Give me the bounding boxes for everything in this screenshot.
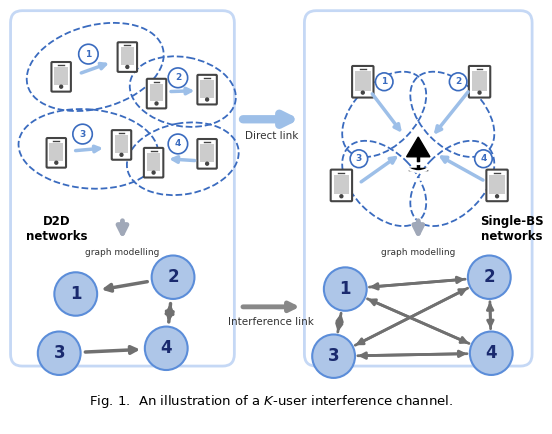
Text: D2D
networks: D2D networks — [25, 215, 87, 243]
Circle shape — [475, 150, 492, 168]
Circle shape — [60, 85, 62, 88]
FancyBboxPatch shape — [51, 62, 71, 92]
Bar — [200, 144, 214, 162]
Text: 3: 3 — [54, 344, 65, 362]
Text: 4: 4 — [485, 344, 497, 362]
Bar — [54, 67, 68, 85]
Bar — [472, 71, 487, 91]
Circle shape — [145, 326, 188, 370]
Text: 1: 1 — [70, 285, 82, 303]
Text: Fig. 1.  An illustration of a $K$-user interference channel.: Fig. 1. An illustration of a $K$-user in… — [89, 393, 453, 410]
Bar — [200, 80, 214, 98]
FancyBboxPatch shape — [144, 148, 163, 178]
FancyBboxPatch shape — [10, 11, 235, 366]
Bar — [115, 135, 128, 153]
Circle shape — [54, 272, 97, 316]
Bar — [147, 153, 161, 171]
Text: Direct link: Direct link — [245, 131, 298, 141]
Polygon shape — [407, 137, 430, 157]
Circle shape — [468, 256, 511, 299]
Circle shape — [375, 73, 393, 91]
Circle shape — [324, 267, 367, 311]
FancyBboxPatch shape — [352, 66, 374, 98]
Circle shape — [55, 161, 58, 164]
FancyBboxPatch shape — [46, 138, 66, 168]
Bar — [120, 47, 134, 65]
Circle shape — [340, 195, 343, 198]
Bar — [150, 84, 163, 102]
Text: 2: 2 — [484, 268, 495, 286]
FancyBboxPatch shape — [198, 75, 217, 105]
Circle shape — [155, 102, 158, 105]
Circle shape — [362, 91, 364, 94]
Circle shape — [73, 124, 92, 144]
Circle shape — [126, 66, 129, 69]
Circle shape — [206, 162, 209, 165]
Text: 2: 2 — [175, 73, 181, 82]
Text: Interference link: Interference link — [229, 317, 314, 327]
Bar — [489, 174, 505, 194]
FancyBboxPatch shape — [112, 130, 131, 160]
Text: 1: 1 — [85, 49, 92, 59]
Circle shape — [152, 256, 194, 299]
Bar — [50, 143, 63, 161]
Text: graph modelling: graph modelling — [85, 248, 160, 256]
Circle shape — [120, 153, 123, 156]
Text: 1: 1 — [339, 280, 351, 298]
Text: Single-BS
networks: Single-BS networks — [480, 215, 544, 243]
Text: 3: 3 — [356, 154, 362, 163]
Text: 4: 4 — [175, 139, 181, 148]
Circle shape — [206, 98, 209, 101]
Text: 4: 4 — [161, 339, 172, 357]
FancyBboxPatch shape — [198, 139, 217, 169]
Text: 1: 1 — [381, 77, 388, 86]
Circle shape — [79, 44, 98, 64]
Bar — [333, 174, 349, 194]
Circle shape — [152, 171, 155, 174]
Circle shape — [312, 335, 355, 378]
FancyBboxPatch shape — [469, 66, 490, 98]
FancyBboxPatch shape — [118, 42, 137, 72]
Text: graph modelling: graph modelling — [381, 248, 455, 256]
Text: 3: 3 — [79, 130, 86, 138]
FancyBboxPatch shape — [331, 170, 352, 201]
Circle shape — [168, 68, 188, 88]
Circle shape — [496, 195, 498, 198]
Bar — [355, 71, 370, 91]
Text: 3: 3 — [328, 347, 339, 365]
FancyBboxPatch shape — [304, 11, 532, 366]
Circle shape — [470, 332, 513, 375]
FancyBboxPatch shape — [486, 170, 508, 201]
Text: 4: 4 — [480, 154, 487, 163]
Circle shape — [350, 150, 368, 168]
Text: 2: 2 — [167, 268, 179, 286]
Circle shape — [168, 134, 188, 154]
Circle shape — [478, 91, 481, 94]
Circle shape — [449, 73, 467, 91]
FancyBboxPatch shape — [147, 79, 166, 108]
Text: 2: 2 — [455, 77, 461, 86]
Circle shape — [38, 332, 81, 375]
